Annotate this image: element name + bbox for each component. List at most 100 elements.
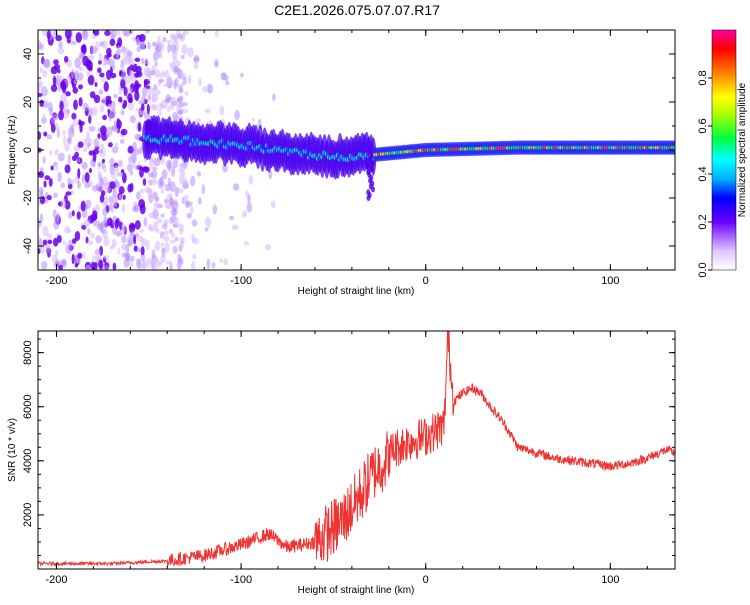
spectrogram-noise-blob	[167, 177, 171, 187]
spectrogram-noise-blob	[67, 59, 72, 69]
spectrogram-noise-blob	[77, 141, 84, 148]
spectrogram-streak	[369, 154, 374, 161]
spectrogram-noise-blob	[167, 106, 171, 113]
spectrogram-noise-blob	[174, 186, 179, 197]
spectrogram-noise-blob	[53, 219, 60, 230]
spectrogram-noise-blob	[198, 77, 202, 87]
spectrogram-noise-blob	[76, 55, 82, 67]
spectrogram-noise-blob	[92, 220, 100, 227]
spectrogram-noise-blob	[174, 236, 179, 242]
spectrogram-noise-blob	[76, 211, 81, 220]
spectrogram-noise-blob	[162, 36, 167, 43]
spectrogram-noise-blob	[74, 70, 79, 82]
spectrogram-noise-blob	[110, 172, 117, 179]
spectrogram-noise-blob	[121, 235, 127, 244]
spectrogram-noise-blob	[172, 56, 178, 64]
spectrogram-noise-blob	[39, 167, 44, 172]
spectrogram-noise-blob	[129, 69, 134, 78]
spectrogram-noise-blob	[46, 233, 53, 239]
spectrogram-noise-blob	[93, 30, 100, 36]
spectrogram-noise-blob	[178, 223, 185, 231]
snr-x-axis-label: Height of straight line (km)	[298, 585, 415, 596]
spectrogram-noise-blob	[151, 178, 158, 186]
spectrogram-noise-blob	[167, 161, 172, 172]
spectrogram-noise-blob	[72, 118, 78, 127]
spectrogram-noise-blob	[117, 30, 121, 36]
spectrogram-x-tick-label: 100	[601, 275, 619, 287]
spectrogram-noise-blob	[138, 199, 146, 209]
spectrogram-noise-blob	[171, 166, 176, 178]
spectrogram-noise-blob	[138, 259, 142, 270]
spectrogram-streak	[371, 160, 376, 167]
colorbar-tick-label: 0.6	[697, 118, 709, 133]
spectrogram-noise-blob	[158, 78, 164, 83]
spectrogram-noise-blob	[42, 225, 49, 237]
spectrogram-noise-blob	[177, 68, 182, 80]
spectrogram-noise-blob	[139, 167, 144, 178]
spectrogram-noise-blob	[127, 237, 133, 247]
spectrogram-noise-blob	[157, 53, 163, 59]
spectrogram-noise-blob	[60, 80, 66, 90]
spectrogram-noise-blob	[178, 163, 184, 174]
spectrogram-noise-blob	[129, 115, 136, 124]
snr-x-tick-label: -200	[45, 574, 67, 586]
spectrogram-noise-blob	[52, 209, 57, 219]
spectrogram-noise-blob	[132, 141, 137, 151]
spectrogram-noise-blob	[99, 194, 105, 203]
spectrogram-noise-blob	[141, 94, 146, 104]
spectrogram-noise-blob	[219, 105, 225, 116]
spectrogram-noise-blob	[96, 181, 104, 192]
spectrogram-noise-blob	[106, 217, 113, 227]
spectrogram-noise-blob	[176, 97, 181, 103]
spectrogram-noise-blob	[57, 77, 62, 84]
spectrogram-noise-blob	[163, 170, 168, 176]
spectrogram-noise-blob	[110, 204, 115, 214]
spectrogram-noise-blob	[177, 110, 183, 116]
spectrogram-noise-blob	[169, 216, 173, 225]
spectrogram-noise-blob	[160, 255, 166, 264]
spectrogram-noise-blob	[141, 262, 147, 270]
spectrogram-noise-blob	[164, 241, 170, 253]
spectrogram-noise-blob	[81, 173, 85, 185]
spectrogram-noise-blob	[95, 235, 102, 244]
spectrogram-noise-blob	[154, 241, 161, 252]
spectrogram-noise-blob	[94, 214, 98, 220]
spectrogram-y-tick-label: -40	[22, 238, 34, 254]
spectrogram-noise-blob	[104, 188, 111, 194]
spectrogram-noise-blob	[54, 148, 59, 156]
spectrogram-noise-blob	[151, 249, 156, 259]
spectrogram-noise-blob	[60, 93, 67, 103]
spectrogram-noise-blob	[57, 171, 62, 183]
spectrogram-noise-blob	[43, 180, 47, 188]
spectrogram-noise-blob	[109, 244, 115, 250]
spectrogram-noise-blob	[180, 238, 184, 250]
spectrogram-noise-blob	[120, 60, 124, 71]
spectrogram-noise-blob	[87, 240, 94, 246]
snr-y-tick-label: 6000	[22, 394, 34, 418]
spectrogram-noise-blob	[42, 113, 46, 121]
spectrogram-noise-blob	[105, 69, 112, 81]
spectrogram-noise-blob	[112, 197, 118, 207]
spectrogram-noise-blob	[117, 247, 121, 255]
spectrogram-noise-blob	[132, 66, 138, 73]
spectrogram-noise-blob	[98, 259, 104, 270]
spectrogram-noise-blob	[138, 100, 143, 105]
spectrogram-noise-blob	[46, 194, 52, 201]
spectrogram-noise-blob	[139, 229, 145, 234]
spectrogram-noise-blob	[87, 54, 95, 61]
spectrogram-noise-blob	[196, 171, 202, 177]
spectrogram-noise-blob	[160, 242, 165, 247]
spectrogram-noise-blob	[118, 194, 123, 201]
spectrogram-noise-blob	[74, 230, 81, 242]
spectrogram-noise-blob	[55, 35, 62, 42]
spectrogram-noise-blob	[187, 74, 192, 85]
colorbar-label: Normalized spectral amplitude	[737, 82, 748, 217]
spectrogram-noise-blob	[84, 162, 88, 168]
spectrogram-noise-blob	[97, 67, 102, 74]
colorbar-ticks: 0.0 0.2 0.4 0.6 0.8	[697, 70, 712, 278]
spectrogram-noise-blob	[46, 30, 51, 40]
spectrogram-noise-blob	[105, 95, 112, 101]
spectrogram-noise-blob	[53, 63, 61, 70]
spectrogram-noise-blob	[109, 181, 116, 190]
